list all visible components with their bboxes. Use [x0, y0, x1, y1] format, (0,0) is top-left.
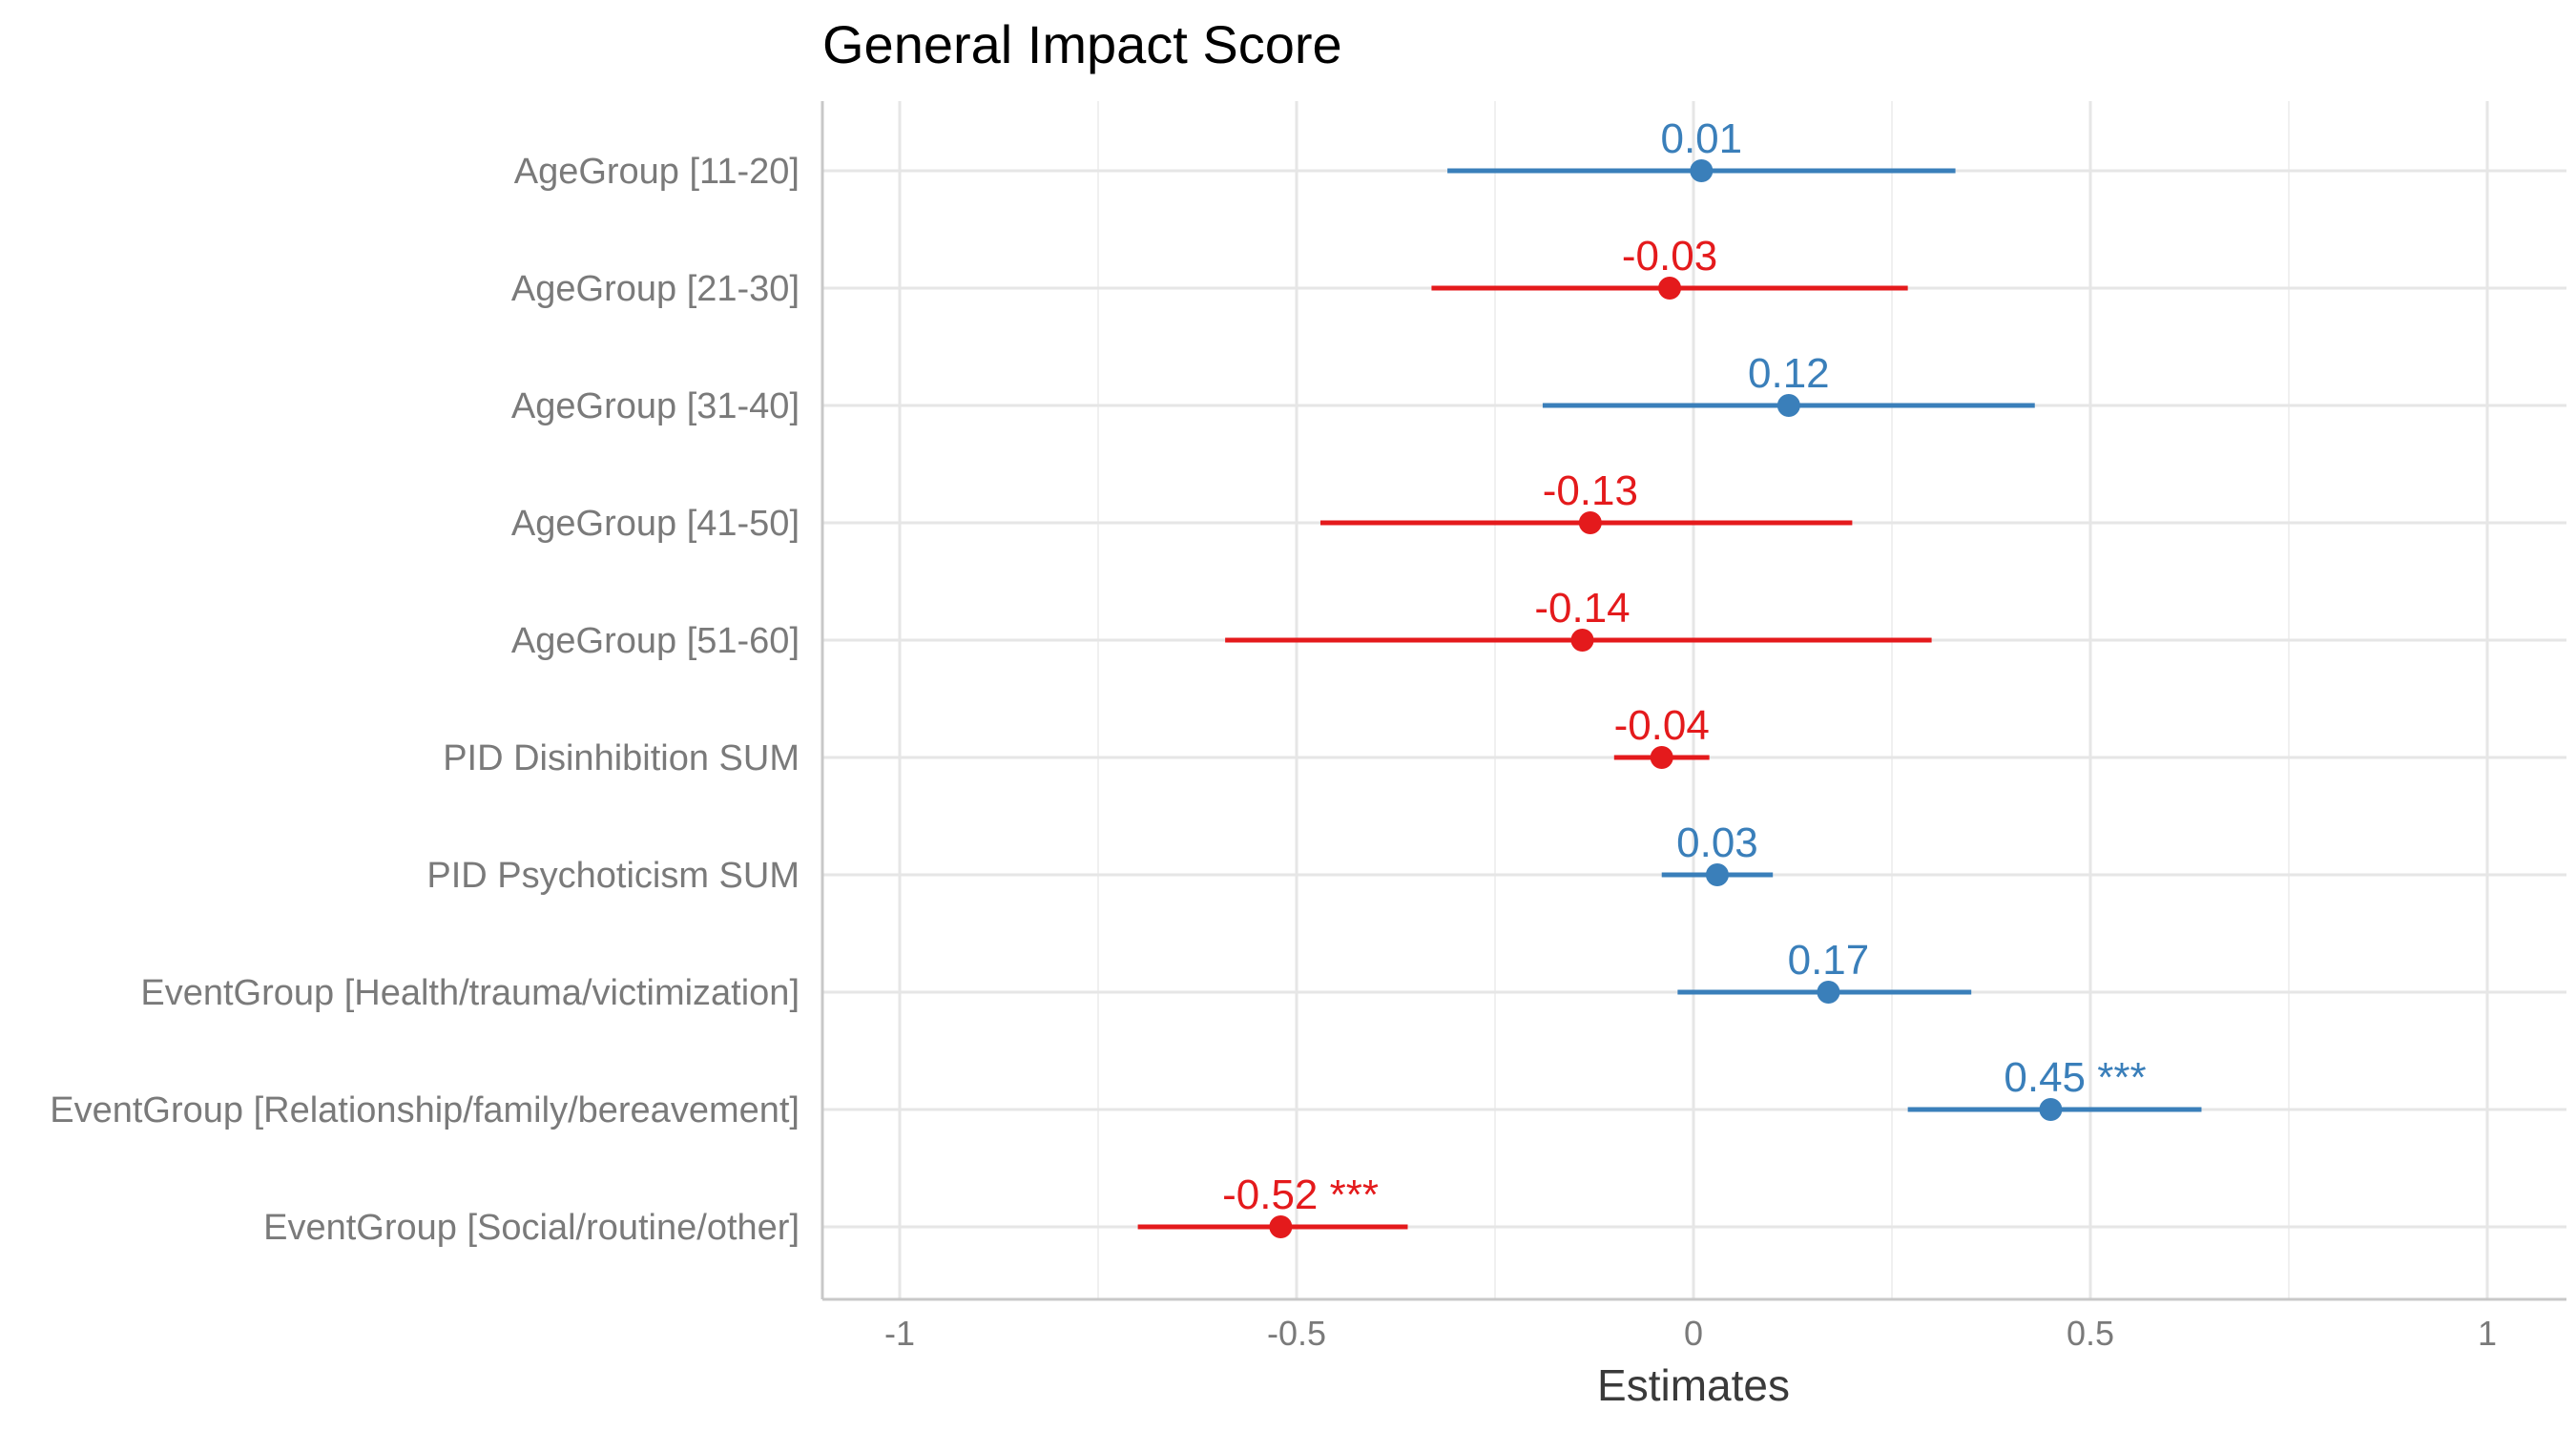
x-tick-label: 0.5 [2067, 1314, 2114, 1353]
x-tick-label: -0.5 [1267, 1314, 1326, 1353]
estimate-point [1570, 629, 1594, 652]
estimate-point [1776, 394, 1800, 417]
x-axis-label: Estimates [1597, 1360, 1790, 1410]
y-tick-label: AgeGroup [41-50] [511, 504, 800, 544]
estimate-point [1817, 981, 1840, 1004]
estimate-point [1690, 159, 1714, 182]
y-tick-label: EventGroup [Social/routine/other] [263, 1208, 800, 1248]
estimate-label: -0.03 [1622, 233, 1717, 280]
chart-title: General Impact Score [822, 14, 1342, 74]
axes [821, 101, 2566, 1301]
grid [822, 101, 2566, 1299]
x-tick-labels: -1 -0.5 0 0.5 1 [884, 1314, 2497, 1353]
x-tick-label: 0 [1684, 1314, 1703, 1353]
estimate-marks: 0.01 -0.03 0.12 -0.13 -0.14 -0.04 0.03 0.17 0.45… [1137, 115, 2202, 1238]
estimate-label: 0.45 *** [2004, 1054, 2146, 1101]
y-tick-label: PID Psychoticism SUM [426, 856, 800, 896]
estimate-label: 0.17 [1788, 937, 1870, 984]
estimate-point [1650, 746, 1673, 769]
estimate-label: 0.03 [1676, 819, 1758, 866]
y-tick-label: EventGroup [Health/trauma/victimization] [140, 973, 800, 1013]
x-tick-label: -1 [884, 1314, 915, 1353]
estimate-label: -0.52 *** [1222, 1172, 1379, 1218]
estimate-label: -0.13 [1543, 467, 1638, 514]
estimate-label: -0.14 [1534, 585, 1630, 632]
y-tick-label: PID Disinhibition SUM [443, 738, 800, 778]
x-tick-label: 1 [2478, 1314, 2497, 1353]
estimate-point [1269, 1215, 1293, 1238]
estimate-point [2039, 1098, 2063, 1121]
y-tick-label: EventGroup [Relationship/family/bereavem… [50, 1090, 800, 1130]
y-tick-label: AgeGroup [11-20] [514, 152, 800, 192]
estimate-label: -0.04 [1614, 702, 1710, 749]
y-tick-label: AgeGroup [21-30] [511, 269, 800, 309]
estimate-label: 0.01 [1660, 115, 1742, 162]
y-tick-labels: AgeGroup [11-20] AgeGroup [21-30] AgeGroup… [50, 152, 800, 1248]
estimate-point [1658, 277, 1682, 300]
y-tick-label: AgeGroup [31-40] [511, 386, 800, 426]
y-tick-label: AgeGroup [51-60] [511, 621, 800, 661]
estimate-point [1705, 863, 1729, 886]
estimate-label: 0.12 [1748, 350, 1830, 397]
estimate-point [1578, 511, 1602, 534]
